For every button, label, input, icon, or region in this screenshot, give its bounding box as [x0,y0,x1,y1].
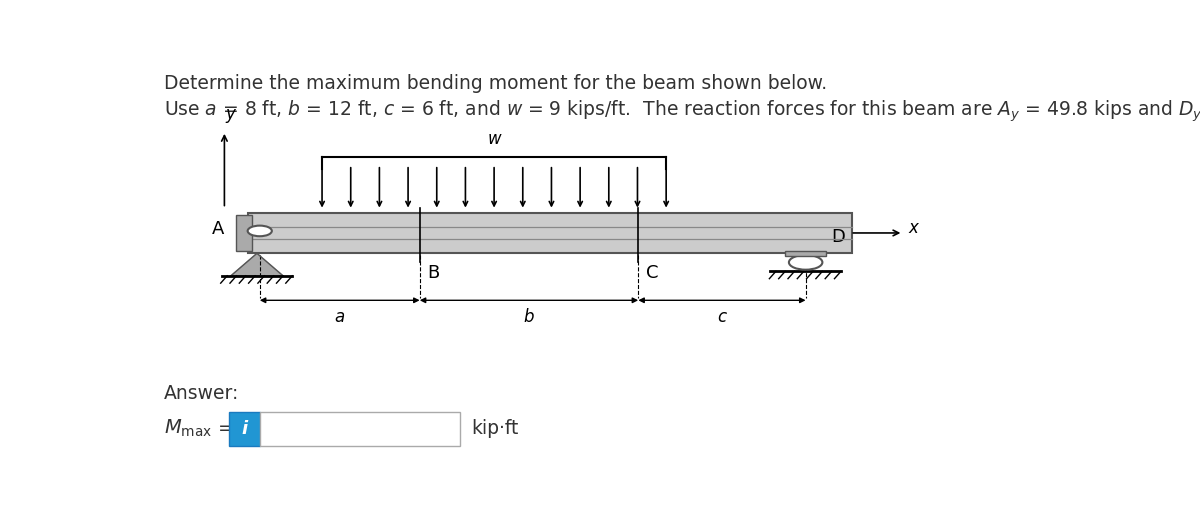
Text: a: a [335,307,344,325]
Text: A: A [212,220,224,238]
Text: x: x [908,219,918,237]
Text: B: B [427,263,439,281]
Text: kip·ft: kip·ft [470,419,518,438]
Text: y: y [226,105,235,123]
Text: w: w [487,130,500,148]
Text: c: c [718,307,726,325]
Text: $M_{\rm max}$: $M_{\rm max}$ [164,418,212,439]
Circle shape [788,255,822,270]
Circle shape [247,226,272,236]
Text: b: b [523,307,534,325]
Bar [785,251,826,256]
Text: i: i [241,420,247,438]
Bar [259,411,460,446]
Text: C: C [646,263,658,281]
Bar [247,213,852,253]
Polygon shape [230,253,283,276]
Text: Use $a$ = 8 ft, $b$ = 12 ft, $c$ = 6 ft, and $w$ = 9 kips/ft.  The reaction forc: Use $a$ = 8 ft, $b$ = 12 ft, $c$ = 6 ft,… [164,98,1200,124]
Text: =: = [218,419,234,438]
Bar [235,215,252,251]
Text: Answer:: Answer: [164,384,239,403]
Bar [229,411,259,446]
Text: Determine the maximum bending moment for the beam shown below.: Determine the maximum bending moment for… [164,74,827,93]
Text: D: D [832,228,846,246]
